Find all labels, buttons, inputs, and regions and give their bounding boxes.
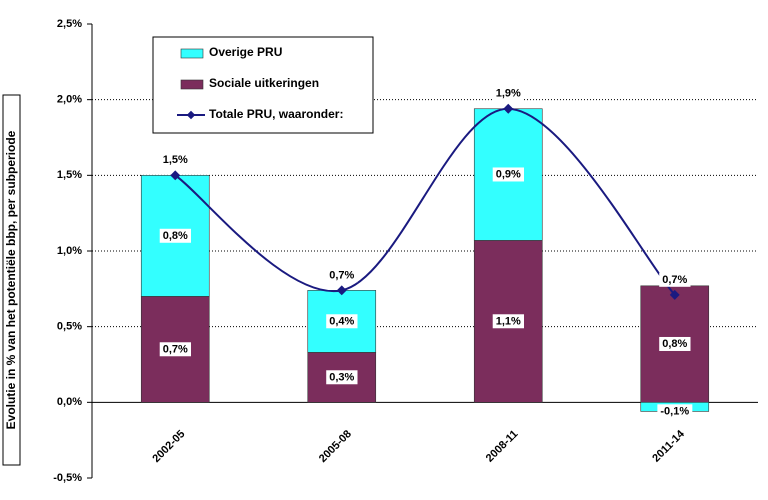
data-label-bg: [326, 314, 358, 329]
legend-label: Sociale uitkeringen: [209, 76, 319, 90]
data-label: 0,7%: [163, 343, 188, 355]
data-label-bg: [492, 314, 525, 329]
data-label-bg: [492, 167, 525, 182]
data-label: 0,8%: [662, 338, 687, 350]
point: [669, 289, 680, 300]
bar: [140, 296, 210, 403]
point: [170, 170, 181, 181]
y-tick-label: 2,5%: [57, 18, 82, 30]
data-label-bg: [659, 336, 691, 351]
line: [174, 107, 676, 296]
point: [336, 285, 347, 296]
y-tick-label: 1,5%: [57, 169, 82, 181]
data-label-bg: [657, 404, 693, 419]
y-label-box: [2, 94, 21, 466]
legend-swatch: [180, 48, 204, 59]
data-label-bg: [659, 272, 691, 287]
data-label: 0,8%: [163, 230, 188, 242]
y-tick-label: -0,5%: [53, 472, 82, 484]
legend-label: Overige PRU: [209, 45, 282, 59]
data-label: 0,7%: [329, 269, 354, 281]
y-tick-label: 0,5%: [57, 321, 82, 333]
data-label-bg: [326, 370, 358, 385]
data-label: 1,5%: [163, 154, 188, 166]
data-label-bg: [159, 228, 192, 243]
data-label-bg: [159, 342, 192, 357]
data-label: -0,1%: [660, 405, 689, 417]
data-label: 1,9%: [496, 88, 521, 100]
data-label: 0,4%: [329, 315, 354, 327]
y-axis-label: Evolutie in % van het potentiële bbp, pe…: [4, 130, 18, 429]
data-label-bg: [159, 153, 192, 168]
data-label: 0,3%: [329, 371, 354, 383]
legend-label: Totale PRU, waaronder:: [209, 107, 343, 121]
data-label-bg: [492, 86, 525, 101]
y-tick-label: 1,0%: [57, 245, 82, 257]
legend-swatch: [186, 110, 196, 120]
data-label: 0,9%: [496, 168, 521, 180]
data-label: 0,7%: [662, 274, 687, 286]
y-tick-label: 0,0%: [57, 396, 82, 408]
y-tick-label: 2,0%: [57, 94, 82, 106]
data-label-bg: [326, 268, 358, 283]
legend-swatch: [180, 79, 204, 90]
data-label: 1,1%: [496, 315, 521, 327]
